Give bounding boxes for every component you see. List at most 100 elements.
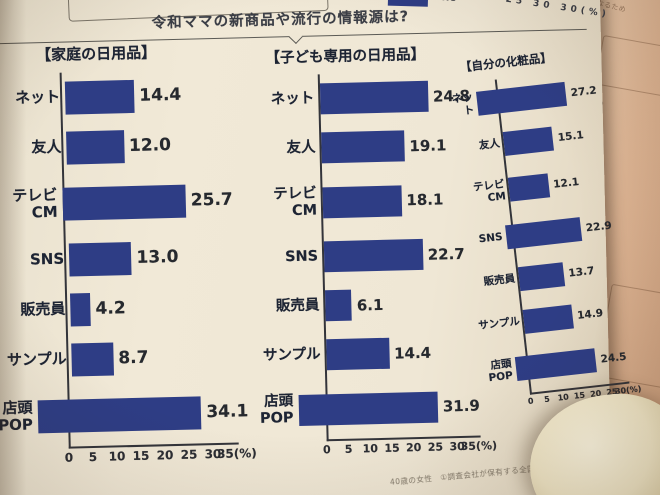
- bar: [66, 129, 125, 165]
- axis-tick: 20: [156, 448, 174, 463]
- category-label: サンプル: [262, 346, 321, 364]
- value-label: 15.1: [557, 128, 585, 144]
- value-label: 19.1: [409, 135, 447, 155]
- category-label: テレビ CM: [12, 185, 58, 222]
- category-label: ネット: [270, 90, 315, 108]
- category-label: テレビ CM: [272, 185, 318, 220]
- chart-plot: ネット 14.4 友人 12.0 テレビ CM 25.7 SNS 13.0 販売員 4.2 サンプル 8…: [0, 68, 249, 449]
- bar: [324, 289, 353, 322]
- axis-tick: 5: [344, 442, 353, 456]
- axis-tick: 25: [180, 447, 198, 462]
- next-page-box-fragment: [594, 35, 660, 101]
- axis-tick: 20: [405, 440, 422, 455]
- axis-tick: 10: [557, 392, 570, 403]
- bar-row: 販売員 6.1: [276, 278, 478, 331]
- bar: [321, 130, 405, 164]
- bar-row: テレビ CM 25.7: [12, 169, 233, 235]
- chart-title: 【家庭の日用品】: [35, 43, 157, 65]
- category-label: 店頭 POP: [259, 393, 294, 427]
- bar: [502, 126, 555, 156]
- value-label: 13.0: [136, 246, 179, 268]
- axis-tick: 10: [108, 449, 126, 464]
- chart-axis: 0 5 10 15 20 25 30 35(%): [65, 445, 257, 465]
- bar: [323, 238, 424, 273]
- bar: [326, 337, 390, 371]
- bar: [62, 184, 187, 221]
- category-label: SNS: [478, 231, 504, 246]
- value-label: 22.7: [427, 244, 465, 264]
- header-notch: [288, 29, 303, 45]
- bar: [517, 261, 565, 291]
- value-label: 8.7: [118, 347, 149, 369]
- bar: [71, 341, 114, 377]
- category-label: 販売員: [483, 273, 516, 289]
- axis-tick: 0: [527, 396, 535, 406]
- value-label: 13.7: [567, 264, 595, 280]
- category-label: 販売員: [275, 297, 320, 315]
- chart-axis: 0 5 10 15 20 25 30 35(%): [323, 438, 497, 456]
- bar-row: SNS 22.7: [285, 229, 477, 282]
- value-label: 24.5: [600, 350, 628, 366]
- value-label: 14.9: [576, 306, 604, 322]
- axis-tick: 15: [132, 448, 150, 464]
- value-label: 18.1: [406, 190, 444, 210]
- bar-row: サンプル 8.7: [7, 330, 237, 384]
- category-label: 店頭 POP: [488, 357, 514, 385]
- bar: [322, 184, 402, 218]
- value-label: 27.2: [570, 83, 598, 99]
- chart-household-goods: 【家庭の日用品】 ネット 14.4 友人 12.0 テレビ CM 25.7 SNS 13.0 販売…: [0, 39, 257, 466]
- bar: [298, 391, 439, 426]
- category-label: 友人: [478, 138, 501, 153]
- value-label: 14.4: [393, 343, 432, 363]
- bar-row: SNS 13.0: [30, 231, 235, 285]
- bar-row: ネット 14.4: [15, 69, 231, 123]
- bar: [505, 216, 583, 249]
- category-label: テレビ CM: [472, 178, 507, 205]
- bar: [69, 292, 91, 327]
- chart-children-goods: 【子ども専用の日用品】 ネット 24.8 友人 19.1 テレビ CM 18.1 SNS 22.…: [227, 42, 497, 458]
- axis-tick: 10: [362, 442, 379, 456]
- category-label: サンプル: [477, 315, 521, 333]
- axis-tick: 0: [64, 450, 74, 465]
- bar-row: 販売員 4.2: [20, 281, 236, 335]
- bar: [68, 241, 132, 277]
- magazine-page: 34.8 15 20 25 30 30(%) 令和ママの新商品や流行の情報源は?…: [0, 0, 642, 495]
- bar: [514, 348, 598, 382]
- category-label: SNS: [29, 250, 65, 269]
- category-label: 販売員: [20, 300, 66, 320]
- bar: [37, 395, 202, 433]
- bar: [64, 79, 135, 115]
- chart-title: 【子ども専用の日用品】: [265, 46, 426, 67]
- category-label: 友人: [31, 138, 62, 157]
- value-label: 4.2: [95, 298, 126, 319]
- axis-tick: 25: [427, 440, 444, 454]
- axis-tick: 35(%): [460, 439, 498, 454]
- value-label: 22.9: [585, 219, 613, 234]
- category-label: サンプル: [6, 350, 67, 370]
- category-label: 友人: [286, 139, 316, 157]
- axis-tick: 5: [543, 394, 551, 405]
- value-label: 31.9: [442, 396, 481, 416]
- value-label: 12.0: [128, 135, 172, 157]
- bar-row: 店頭 POP 24.5: [488, 332, 629, 393]
- axis-tick: 15: [384, 441, 400, 455]
- category-label: ネット: [14, 88, 61, 108]
- value-label: 6.1: [356, 295, 384, 315]
- bar-row: 店頭 POP 31.9: [260, 376, 481, 440]
- value-label: 25.7: [190, 189, 233, 211]
- bar-row: 店頭 POP 34.1: [0, 380, 249, 446]
- category-label: SNS: [284, 248, 319, 266]
- bar-row: 友人 12.0: [31, 119, 232, 173]
- category-label: 店頭 POP: [0, 398, 34, 435]
- axis-tick: 5: [88, 449, 98, 465]
- axis-tick: 0: [322, 443, 331, 457]
- bar: [507, 173, 550, 202]
- value-label: 14.4: [139, 84, 182, 106]
- bar: [319, 80, 429, 115]
- bar: [476, 81, 568, 116]
- category-label: ネット: [451, 91, 475, 117]
- value-label: 12.1: [552, 175, 580, 191]
- bar: [522, 304, 574, 334]
- bar-row: サンプル 14.4: [263, 327, 479, 380]
